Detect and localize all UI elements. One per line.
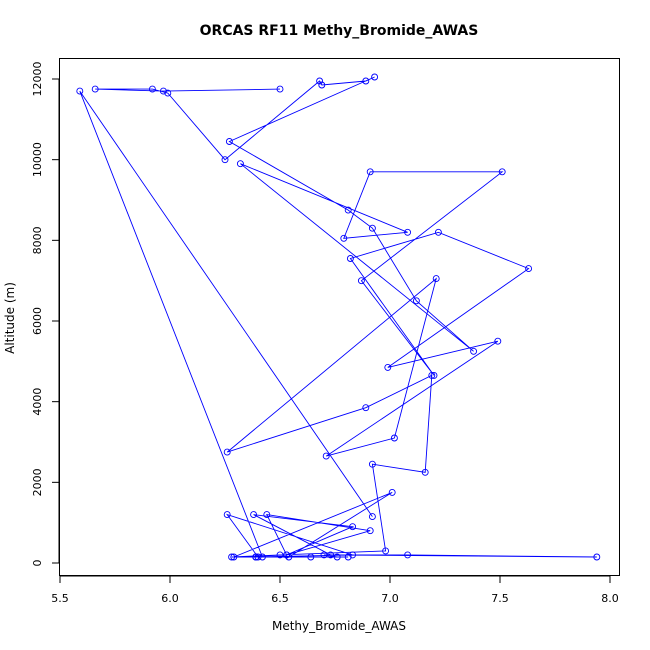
data-point xyxy=(357,277,365,285)
data-point xyxy=(263,511,271,519)
data-point xyxy=(316,77,324,85)
data-point xyxy=(250,511,258,519)
data-point xyxy=(344,206,352,214)
y-tick-label: 0 xyxy=(31,560,44,567)
data-point xyxy=(320,551,328,559)
y-tick-label: 8000 xyxy=(31,226,44,254)
data-point xyxy=(283,551,291,559)
data-point xyxy=(228,553,236,561)
data-point xyxy=(388,488,396,496)
data-point xyxy=(76,87,84,95)
data-point xyxy=(428,371,436,379)
data-point xyxy=(412,297,420,305)
y-tick-label: 6000 xyxy=(31,307,44,335)
data-point xyxy=(333,553,341,561)
data-point xyxy=(349,551,357,559)
data-point xyxy=(498,168,506,176)
data-point xyxy=(368,224,376,232)
x-tick-label: 8.0 xyxy=(601,592,619,605)
data-point xyxy=(362,77,370,85)
y-tick-label: 2000 xyxy=(31,468,44,496)
data-point xyxy=(230,553,238,561)
data-point xyxy=(285,553,293,561)
data-point xyxy=(525,265,533,273)
data-point xyxy=(223,511,231,519)
data-point xyxy=(366,168,374,176)
y-axis: 0 2000 4000 6000 8000 10000 12000 xyxy=(31,62,60,567)
data-point xyxy=(91,85,99,93)
plot-frame xyxy=(59,58,620,576)
data-point xyxy=(404,228,412,236)
data-point xyxy=(349,523,357,531)
data-point xyxy=(252,553,260,561)
x-tick-label: 5.5 xyxy=(51,592,69,605)
data-point xyxy=(318,81,326,89)
data-point xyxy=(223,448,231,456)
data-point xyxy=(366,527,374,535)
data-point xyxy=(327,551,335,559)
data-point xyxy=(276,85,284,93)
x-tick-label: 7.5 xyxy=(491,592,509,605)
data-point xyxy=(384,363,392,371)
data-point xyxy=(340,234,348,242)
data-point xyxy=(470,347,478,355)
data-point xyxy=(430,371,438,379)
data-point xyxy=(382,547,390,555)
data-point xyxy=(593,553,601,561)
data-point xyxy=(494,337,502,345)
data-point xyxy=(221,156,229,164)
data-point xyxy=(432,275,440,283)
data-point xyxy=(346,255,354,262)
data-point xyxy=(404,551,412,559)
data-point xyxy=(344,553,352,561)
y-tick-label: 4000 xyxy=(31,388,44,416)
x-axis-label: Methy_Bromide_AWAS xyxy=(272,619,406,633)
x-axis: 5.5 6.0 6.5 7.0 7.5 8.0 xyxy=(51,575,619,605)
data-point xyxy=(159,87,167,95)
y-tick-label: 12000 xyxy=(31,62,44,97)
data-point xyxy=(307,553,315,561)
y-axis-label: Altitude (m) xyxy=(3,282,17,354)
data-point xyxy=(236,160,244,168)
data-point xyxy=(390,434,398,442)
data-point xyxy=(434,228,442,236)
data-point xyxy=(148,85,156,93)
data-point xyxy=(362,404,370,412)
data-point xyxy=(368,513,376,521)
x-tick-label: 6.0 xyxy=(161,592,179,605)
data-point xyxy=(371,73,379,81)
x-tick-label: 7.0 xyxy=(381,592,399,605)
data-point xyxy=(322,452,330,460)
data-point xyxy=(225,138,233,145)
data-point xyxy=(421,468,429,476)
chart-title: ORCAS RF11 Methy_Bromide_AWAS xyxy=(200,23,479,39)
data-point xyxy=(254,553,262,561)
data-point xyxy=(276,551,284,559)
y-tick-label: 10000 xyxy=(31,142,44,177)
data-point xyxy=(258,553,266,561)
series-layer xyxy=(76,73,601,561)
data-point xyxy=(368,460,376,468)
series-line xyxy=(79,76,597,558)
data-point xyxy=(164,89,172,97)
x-tick-label: 6.5 xyxy=(271,592,289,605)
